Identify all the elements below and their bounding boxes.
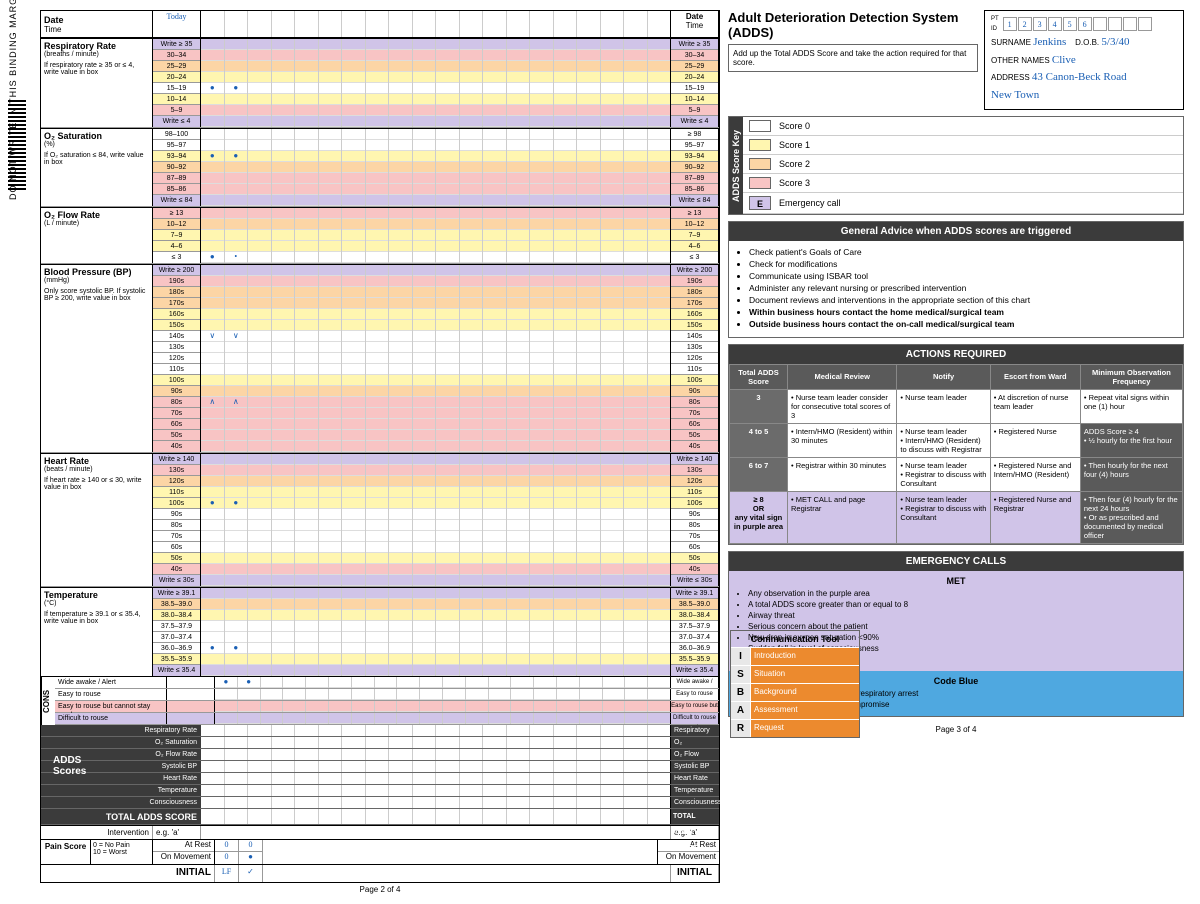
date-label: Date (44, 15, 149, 25)
param-label: Blood Pressure (BP)(mmHg)Only score syst… (41, 265, 153, 452)
param-label: Heart Rate(beats / minute)If heart rate … (41, 454, 153, 586)
time-label-r: Time (686, 21, 703, 30)
other-names: Clive (1052, 54, 1076, 66)
advice-item: Check for modifications (749, 259, 1177, 269)
initial-label-r: INITIAL (671, 865, 719, 882)
pain-opt-1: 10 = Worst (93, 849, 150, 856)
adds-scores-block: ADDS ScoresRespiratory RateRespiratory R… (41, 725, 719, 825)
pt-id-digit (1123, 17, 1137, 31)
emerg-heading: EMERGENCY CALLS (729, 552, 1183, 571)
move-v0: 0 (215, 852, 238, 864)
actions-heading: ACTIONS REQUIRED (729, 345, 1183, 364)
dob-lbl: D.O.B. (1075, 38, 1099, 47)
binding-margin-text: DO NOT WRITE IN THIS BINDING MARGIN (8, 0, 18, 200)
rest-v0: 0 (215, 840, 238, 852)
advice-item: Document reviews and interventions in th… (749, 295, 1177, 305)
surname: Jenkins (1033, 36, 1066, 48)
key-row: Score 3 (743, 174, 1183, 193)
intervention-eg: e.g. 'a' (153, 826, 201, 839)
key-label: ADDS Score Key (729, 117, 743, 214)
communication-tool: Communication Tool IIntroductionSSituati… (730, 630, 860, 738)
general-advice-panel: General Advice when ADDS scores are trig… (728, 221, 1184, 338)
comm-row: AAssessment (731, 701, 859, 719)
adds-title: Adult Deterioration Detection System (AD… (728, 10, 978, 40)
pt-id-digit: 1 (1003, 17, 1017, 31)
pt-id-digit (1138, 17, 1152, 31)
rest-v1: 0 (239, 840, 262, 852)
addr2: New Town (991, 89, 1039, 101)
dob: 5/3/40 (1101, 36, 1129, 48)
key-row: Score 2 (743, 155, 1183, 174)
other-lbl: OTHER NAMES (991, 56, 1050, 65)
pt-id-digit (1108, 17, 1122, 31)
advice-item: Outside business hours contact the on-ca… (749, 319, 1177, 329)
pt-id-digit: 2 (1018, 17, 1032, 31)
advice-item: Check patient's Goals of Care (749, 247, 1177, 257)
param-label: O₂ Flow Rate(L / minute) (41, 208, 153, 263)
initial-v1: ✓ (239, 865, 263, 882)
page-2-num: Page 2 of 4 (40, 885, 720, 894)
advice-item: Within business hours contact the home m… (749, 307, 1177, 317)
cons-label: CONS (41, 677, 55, 725)
comm-row: RRequest (731, 719, 859, 737)
pt-id-digit: 6 (1078, 17, 1092, 31)
intervention-label: Intervention (41, 826, 153, 839)
key-row: Score 0 (743, 117, 1183, 136)
at-rest-label: At Rest (153, 840, 214, 852)
key-row: Score 1 (743, 136, 1183, 155)
met-heading: MET (734, 576, 1178, 586)
time-label: Time (44, 25, 149, 34)
addr: 43 Canon-Beck Road (1032, 71, 1127, 83)
date-value: Today (167, 12, 187, 21)
surname-lbl: SURNAME (991, 38, 1031, 47)
comm-heading: Communication Tool (731, 631, 859, 647)
pt-id-digit: 5 (1063, 17, 1077, 31)
initial-label: INITIAL (41, 865, 215, 882)
comm-row: SSituation (731, 665, 859, 683)
pt-id-digit: 3 (1033, 17, 1047, 31)
initial-v0: LF (215, 865, 239, 882)
comm-row: IIntroduction (731, 647, 859, 665)
comm-row: BBackground (731, 683, 859, 701)
pt-id-digit: 4 (1048, 17, 1062, 31)
pain-score-label: Pain Score (45, 842, 86, 851)
key-row: EEmergency call (743, 193, 1183, 214)
advice-item: Administer any relevant nursing or presc… (749, 283, 1177, 293)
adds-score-key: ADDS Score Key Score 0Score 1Score 2Scor… (728, 116, 1184, 215)
advice-heading: General Advice when ADDS scores are trig… (729, 222, 1183, 241)
pt-id-digit (1093, 17, 1107, 31)
date-label-r: Date (686, 12, 703, 21)
param-label: Temperature(°C)If temperature ≥ 39.1 or … (41, 588, 153, 676)
actions-required-panel: ACTIONS REQUIRED Total ADDS ScoreMedical… (728, 344, 1184, 545)
patient-sticker: PTID 123456 SURNAME Jenkins D.O.B. 5/3/4… (984, 10, 1184, 110)
param-label: O₂ Saturation(%)If O₂ saturation ≤ 84, w… (41, 129, 153, 206)
move-v1: ● (239, 852, 262, 864)
advice-item: Communicate using ISBAR tool (749, 271, 1177, 281)
observation-chart: DateTime Today DateTime Respiratory Rate… (40, 10, 720, 883)
param-label: Respiratory Rate(breaths / minute)If res… (41, 39, 153, 127)
addr-lbl: ADDRESS (991, 73, 1030, 82)
on-movement-label: On Movement (153, 852, 214, 864)
score-key-desc: Add up the Total ADDS Score and take the… (728, 44, 978, 72)
